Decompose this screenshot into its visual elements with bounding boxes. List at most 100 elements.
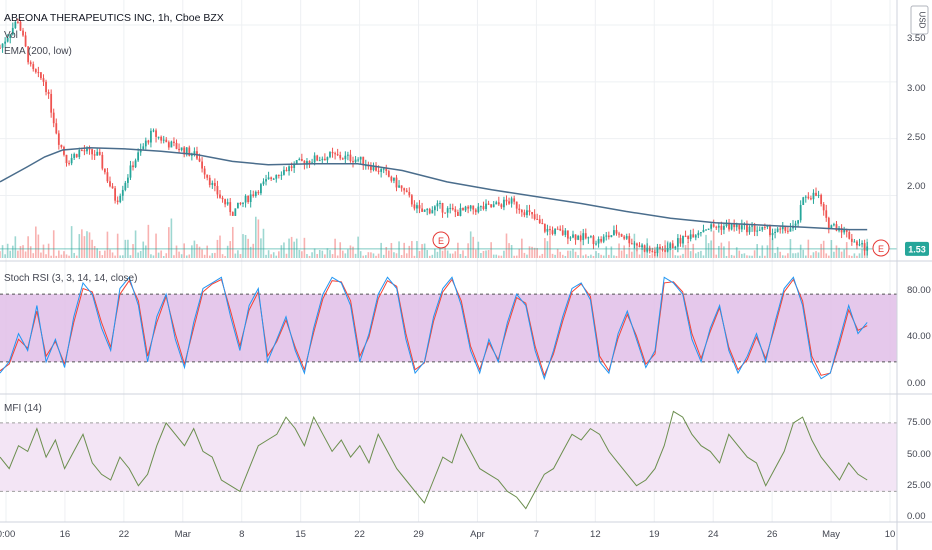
candle-body bbox=[121, 189, 124, 196]
candle-body bbox=[50, 93, 53, 113]
volume-bar bbox=[605, 246, 608, 258]
candle-body bbox=[587, 237, 590, 239]
candle-body bbox=[758, 229, 761, 231]
earnings-marker[interactable]: E bbox=[872, 239, 890, 257]
candle-body bbox=[538, 219, 541, 224]
volume-bar bbox=[29, 246, 32, 258]
candle-body bbox=[439, 203, 441, 205]
candle-body bbox=[0, 47, 1, 49]
candle-body bbox=[477, 206, 480, 213]
candle-body bbox=[661, 249, 664, 251]
volume-bar bbox=[774, 252, 776, 258]
volume-bar bbox=[474, 249, 477, 258]
candle-body bbox=[42, 78, 45, 82]
volume-bar bbox=[608, 254, 610, 258]
candle-body bbox=[423, 209, 426, 212]
candle-body bbox=[746, 223, 748, 233]
candle-body bbox=[285, 169, 288, 172]
volume-bar bbox=[27, 236, 29, 258]
volume-bar bbox=[628, 247, 631, 258]
candle-body bbox=[472, 205, 475, 210]
candle-body bbox=[784, 226, 787, 231]
candle-body bbox=[405, 190, 408, 193]
price-axis[interactable]: 3.50 3.00 2.50 2.00 bbox=[907, 33, 926, 192]
candle-body bbox=[531, 212, 533, 215]
candle-body bbox=[756, 230, 759, 232]
candle-body bbox=[526, 210, 528, 216]
candle-body bbox=[183, 147, 186, 155]
volume-bar bbox=[73, 252, 75, 258]
volume-bar bbox=[104, 250, 106, 258]
volume-bar bbox=[802, 249, 805, 258]
volume-bar bbox=[362, 255, 365, 258]
volume-bar bbox=[78, 234, 81, 258]
candle-body bbox=[226, 202, 229, 205]
candle-body bbox=[262, 181, 265, 185]
volume-bar bbox=[65, 254, 68, 258]
volume-bar bbox=[828, 255, 830, 258]
volume-bar bbox=[577, 255, 579, 258]
volume-bar bbox=[797, 252, 799, 258]
stoch-tick: 80.00 bbox=[907, 285, 931, 296]
volume-bar bbox=[96, 248, 99, 258]
volume-bar bbox=[638, 254, 641, 258]
candle-body bbox=[799, 205, 802, 221]
volume-bar bbox=[145, 245, 147, 258]
volume-bar bbox=[503, 250, 505, 258]
volume-bar bbox=[173, 255, 175, 258]
candle-body bbox=[19, 21, 22, 31]
candle-body bbox=[766, 226, 769, 228]
volume-bar bbox=[600, 254, 602, 258]
candle-body bbox=[572, 234, 574, 238]
mfi-band bbox=[0, 422, 897, 492]
volume-bar bbox=[820, 243, 822, 258]
candle-body bbox=[32, 64, 35, 70]
candle-body bbox=[735, 224, 738, 228]
candle-body bbox=[817, 194, 820, 196]
volume-bar bbox=[679, 255, 682, 258]
volume-bar bbox=[17, 250, 19, 258]
volume-bar bbox=[321, 250, 324, 258]
price-candles[interactable] bbox=[0, 18, 869, 257]
volume-bar bbox=[756, 244, 758, 258]
candle-body bbox=[354, 159, 357, 163]
candle-body bbox=[664, 250, 666, 252]
volume-bar bbox=[45, 254, 47, 258]
candle-body bbox=[180, 147, 183, 151]
volume-bar bbox=[208, 255, 211, 258]
candle-body bbox=[835, 224, 838, 231]
volume-bar bbox=[671, 249, 674, 258]
volume-label: Vol bbox=[4, 30, 18, 41]
volume-bar bbox=[47, 243, 50, 258]
volume-bar bbox=[116, 233, 119, 258]
candle-body bbox=[822, 204, 825, 211]
candle-body bbox=[155, 130, 157, 137]
candle-body bbox=[769, 226, 771, 236]
volume-bar bbox=[75, 255, 78, 258]
price-tick: 3.50 bbox=[907, 33, 926, 44]
volume-bar bbox=[705, 234, 707, 258]
candle-body bbox=[574, 234, 577, 240]
stoch-rsi-axis[interactable]: 80.00 40.00 0.00 bbox=[907, 285, 931, 389]
volume-bar bbox=[771, 238, 774, 258]
candle-body bbox=[723, 226, 725, 230]
candle-body bbox=[630, 243, 633, 245]
volume-bar bbox=[249, 246, 252, 258]
volume-bar bbox=[556, 248, 559, 258]
mfi-line bbox=[0, 410, 868, 510]
time-axis[interactable]: 0:00 16 22 Mar 8 15 22 29 Apr 7 12 19 24 26 May 10 bbox=[0, 529, 895, 540]
candle-body bbox=[17, 21, 19, 23]
volume-bar bbox=[267, 250, 270, 258]
earnings-marker[interactable]: E bbox=[432, 231, 450, 249]
candle-body bbox=[779, 228, 782, 230]
volume-bar bbox=[544, 238, 546, 258]
candle-body bbox=[359, 156, 362, 160]
candle-body bbox=[549, 228, 551, 231]
currency-button[interactable]: USD bbox=[910, 5, 929, 35]
volume-bar bbox=[257, 219, 260, 258]
volume-bar bbox=[93, 246, 96, 258]
volume-bar bbox=[723, 246, 725, 258]
candle-body bbox=[462, 207, 464, 211]
mfi-axis[interactable]: 75.00 50.00 25.00 0.00 bbox=[907, 417, 931, 522]
